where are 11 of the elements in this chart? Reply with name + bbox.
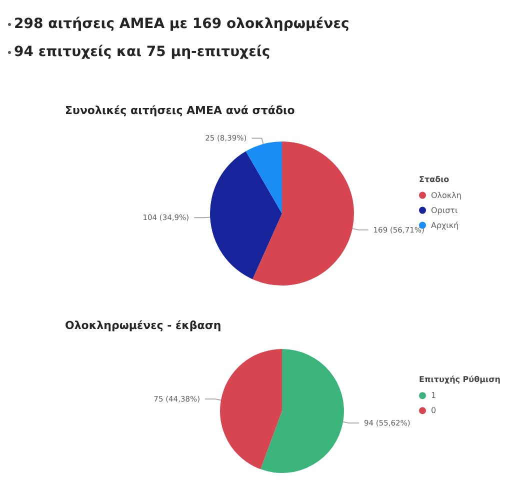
text: 94 επιτυχείς και 75 μη-επιτυχείς: [14, 44, 270, 60]
legend-label: 1: [431, 391, 436, 400]
legend-label: Αρχική: [431, 220, 459, 230]
legend-label: Οριστι: [431, 206, 458, 215]
legend-title: Επιτυχής Ρύθμιση: [419, 375, 501, 384]
chart-title: Ολοκληρωμένες - έκβαση: [65, 319, 222, 332]
legend-label: 0: [431, 406, 436, 416]
legend-title: Σταδιο: [419, 174, 450, 184]
legend-label: Ολοκλη: [431, 190, 462, 200]
chart-title: Συνολικές αιτήσεις ΑΜΕΑ ανά στάδιο: [65, 104, 296, 117]
text: 298 αιτήσεις ΑΜΕΑ με 169 ολοκληρωμένες: [14, 16, 350, 32]
